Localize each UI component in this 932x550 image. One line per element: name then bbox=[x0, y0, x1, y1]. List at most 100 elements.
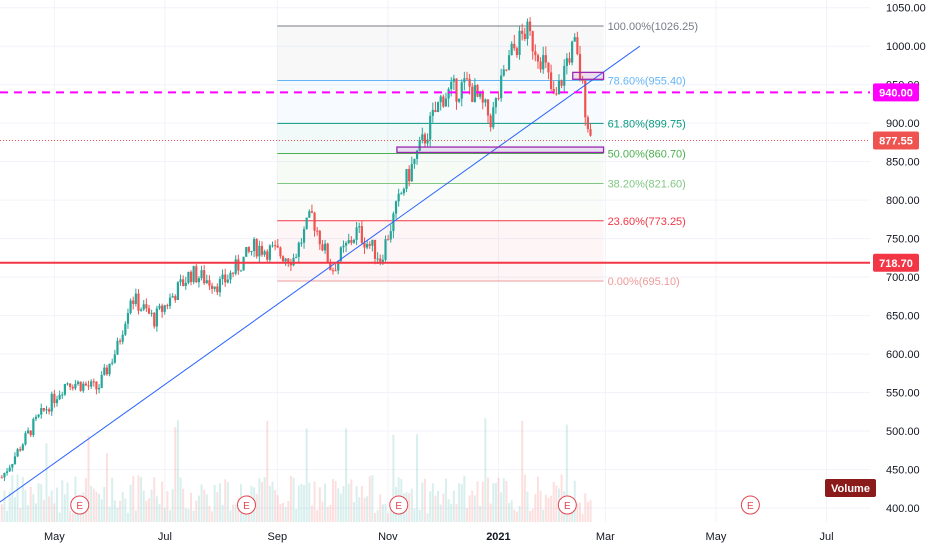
candle-body bbox=[253, 239, 256, 252]
candle-body bbox=[337, 261, 340, 271]
candle-body bbox=[218, 279, 222, 293]
volume-bar bbox=[431, 483, 434, 522]
candle-body bbox=[473, 85, 476, 103]
candle-body bbox=[455, 78, 458, 102]
volume-bar bbox=[242, 506, 245, 522]
volume-bar bbox=[345, 428, 348, 522]
volume-bar bbox=[515, 511, 518, 522]
candle-body bbox=[166, 305, 169, 307]
volume-bar bbox=[166, 491, 169, 522]
volume-bar bbox=[303, 484, 306, 522]
volume-bar bbox=[337, 488, 340, 522]
horizontal-lines[interactable] bbox=[0, 91, 870, 264]
volume-bar bbox=[371, 475, 374, 522]
volume-bar bbox=[358, 497, 361, 522]
price-tick-label: 750.00 bbox=[886, 234, 920, 246]
candle-body bbox=[300, 242, 303, 244]
zones[interactable] bbox=[396, 71, 605, 154]
candle-body bbox=[423, 134, 427, 144]
volume-bar bbox=[410, 488, 413, 522]
candle-body bbox=[84, 383, 88, 386]
candle-body bbox=[132, 300, 135, 304]
volume-bar bbox=[95, 491, 98, 522]
volume-bar bbox=[313, 481, 316, 522]
volume-bar bbox=[58, 512, 61, 522]
earnings-marker-label: E bbox=[76, 501, 83, 512]
candle-body bbox=[179, 279, 182, 283]
volume-bar bbox=[308, 482, 311, 522]
volume-bar bbox=[571, 511, 574, 522]
candle-body bbox=[13, 456, 17, 465]
candle-body bbox=[316, 230, 319, 232]
candle-body bbox=[542, 55, 545, 70]
fibonacci-retracement[interactable]: 100.00%(1026.25) 78.60%(955.40) 61.80%(899… bbox=[277, 21, 698, 288]
candle-body bbox=[394, 201, 398, 214]
candle-body bbox=[187, 271, 190, 283]
candle-body bbox=[200, 270, 203, 279]
volume-bar bbox=[21, 476, 24, 522]
candle-body bbox=[331, 270, 335, 272]
volume-bar bbox=[329, 504, 332, 522]
volume-bar bbox=[287, 500, 290, 522]
volume-bar bbox=[423, 478, 426, 522]
candle-body bbox=[458, 98, 461, 102]
candle-body bbox=[471, 86, 474, 103]
volume-bar bbox=[53, 503, 56, 522]
candle-body bbox=[231, 272, 235, 274]
volume-bar bbox=[584, 493, 587, 522]
fib-band bbox=[277, 123, 604, 154]
fib-level-label: 100.00%(1026.25) bbox=[608, 21, 699, 33]
candle-body bbox=[140, 309, 143, 311]
candle-body bbox=[90, 381, 93, 387]
volume-bar bbox=[3, 490, 6, 522]
volume-bar bbox=[150, 489, 153, 522]
price-tick-label: 900.00 bbox=[886, 118, 920, 130]
candle-body bbox=[129, 300, 132, 314]
volume-bar bbox=[437, 490, 440, 522]
candle-body bbox=[71, 386, 74, 389]
candle-body bbox=[216, 286, 219, 293]
volume-bar bbox=[326, 506, 329, 522]
candle-body bbox=[571, 41, 574, 63]
volume-bar bbox=[197, 495, 200, 522]
candle-body bbox=[150, 312, 153, 314]
price-badge-label: 718.70 bbox=[879, 258, 913, 270]
price-tick-label: 550.00 bbox=[886, 388, 920, 400]
volume-bar bbox=[266, 420, 269, 522]
candle-body bbox=[87, 385, 90, 387]
volume-bar bbox=[460, 484, 463, 522]
volume-badge-label: Volume bbox=[831, 483, 870, 495]
volume-bar bbox=[487, 477, 490, 522]
candle-body bbox=[155, 308, 158, 327]
candle-body bbox=[158, 305, 161, 309]
trendline[interactable] bbox=[0, 45, 641, 503]
volume-bar bbox=[529, 510, 532, 522]
volume-bar bbox=[555, 485, 558, 522]
price-badge bbox=[873, 83, 919, 102]
candle-body bbox=[387, 239, 390, 241]
candle-body bbox=[510, 43, 513, 56]
earnings-marker-label: E bbox=[395, 501, 402, 512]
candle-body bbox=[176, 282, 179, 301]
candle-body bbox=[21, 444, 24, 451]
candle-body bbox=[153, 312, 156, 327]
volume-bar bbox=[339, 493, 342, 522]
candle-body bbox=[321, 244, 324, 251]
volume-bar bbox=[176, 420, 179, 522]
volume-bar bbox=[279, 503, 282, 522]
candle-body bbox=[97, 387, 101, 390]
last-price-badge bbox=[873, 131, 919, 150]
volume-bar bbox=[129, 484, 132, 522]
candle-body bbox=[53, 393, 56, 404]
volume-bar bbox=[413, 508, 416, 522]
volume-bar bbox=[321, 501, 324, 522]
candle-body bbox=[163, 305, 166, 312]
time-tick-label: May bbox=[706, 531, 727, 543]
volume-bar bbox=[526, 491, 529, 522]
candle-body bbox=[224, 274, 227, 283]
volume-bar bbox=[216, 492, 219, 522]
volume-bar bbox=[379, 494, 382, 522]
volume-bar bbox=[13, 497, 16, 522]
